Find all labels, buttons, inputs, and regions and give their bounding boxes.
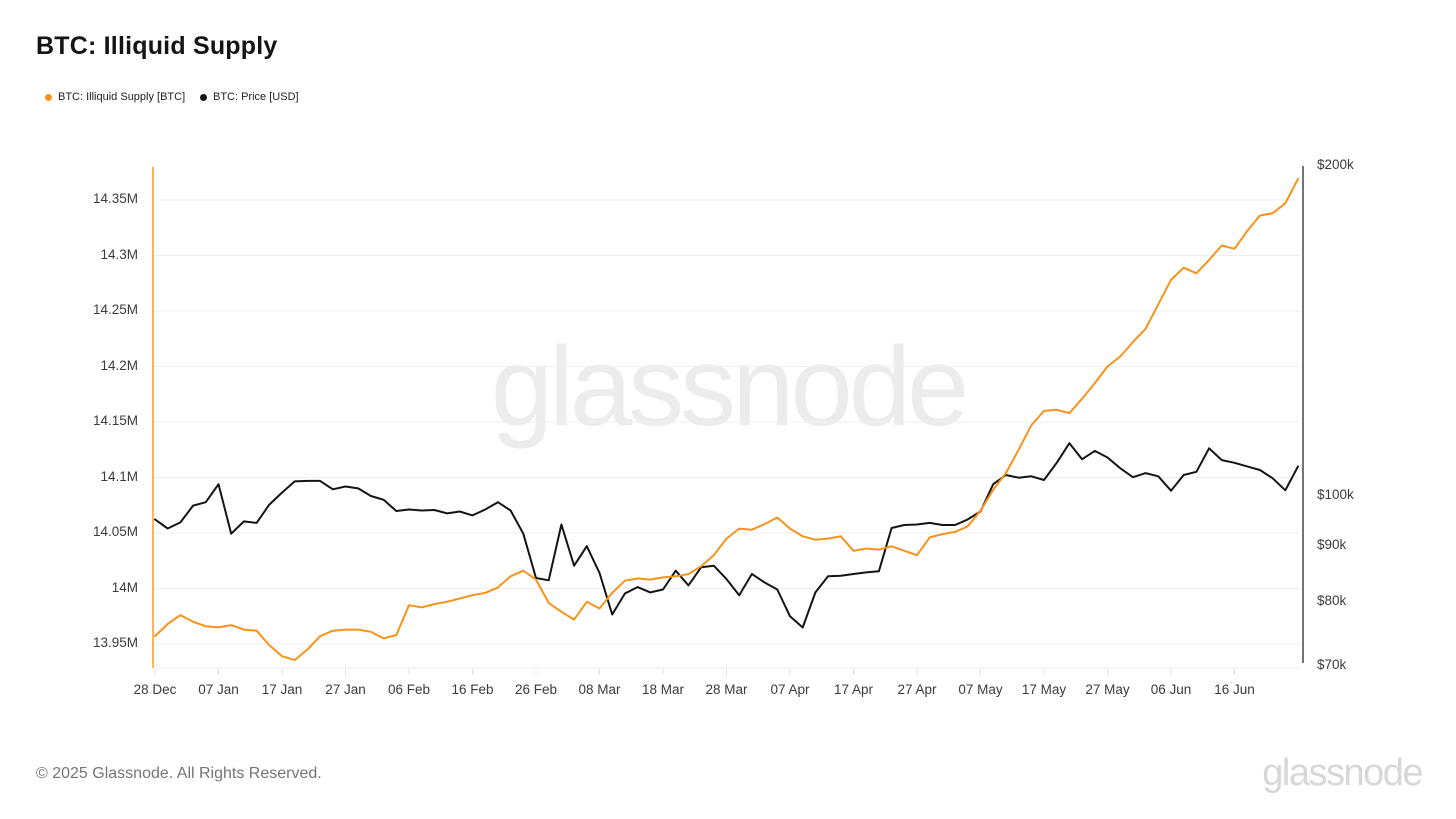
x-axis-tick-label: 26 Feb: [514, 682, 558, 697]
glassnode-logo: glassnode: [1262, 752, 1423, 794]
y-axis-left-tick-label: 14.25M: [92, 302, 138, 317]
x-axis-tick-label: 28 Dec: [133, 682, 177, 697]
y-axis-left-tick-label: 13.95M: [92, 635, 138, 650]
x-axis-tick-label: 28 Mar: [705, 682, 748, 697]
y-axis-right-tick-label: $100k: [1317, 487, 1354, 502]
page-title: BTC: Illiquid Supply: [36, 32, 278, 60]
x-axis-tick-label: 17 May: [1021, 682, 1067, 697]
legend-item-illiquid-supply[interactable]: BTC: Illiquid Supply [BTC]: [45, 91, 185, 103]
x-axis-tick-label: 16 Feb: [451, 682, 494, 697]
y-axis-left-tick-label: 14.3M: [100, 246, 138, 262]
x-axis-tick-label: 17 Jan: [261, 682, 303, 697]
y-axis-right-tick-label: $80k: [1317, 593, 1347, 609]
x-axis-tick-label: 08 Mar: [578, 682, 621, 697]
x-axis-tick-label: 06 Jun: [1150, 682, 1192, 697]
legend-label: BTC: Price [USD]: [213, 91, 299, 103]
y-axis-left-tick-label: 14.15M: [92, 413, 138, 428]
x-axis-tick-label: 07 May: [958, 682, 1003, 697]
y-axis-left-tick-label: 14M: [111, 579, 138, 595]
x-axis-tick-label: 27 May: [1085, 682, 1130, 697]
y-axis-right-tick-label: $90k: [1317, 537, 1347, 553]
x-axis-tick-label: 06 Feb: [387, 682, 431, 697]
chart-plot-area[interactable]: [153, 165, 1303, 668]
y-axis-right-tick-label: $70k: [1317, 656, 1347, 672]
legend-dot-black-icon: [200, 93, 207, 101]
y-axis-left-tick-label: 14.05M: [92, 524, 138, 539]
legend-label: BTC: Illiquid Supply [BTC]: [58, 91, 186, 103]
x-axis-tick-label: 27 Jan: [325, 682, 366, 697]
x-axis-tick-label: 16 Jun: [1214, 682, 1255, 697]
x-axis-tick-label: 07 Apr: [770, 682, 810, 697]
x-axis-tick-label: 17 Apr: [833, 682, 874, 697]
x-axis-tick-label: 27 Apr: [897, 682, 937, 697]
btc-price-line: [154, 442, 1299, 629]
x-axis-tick-label: 07 Jan: [198, 682, 239, 697]
legend-dot-orange-icon: [45, 93, 52, 101]
glassnode-watermark: glassnode: [490, 324, 970, 449]
y-axis-left-tick-label: 14.2M: [100, 357, 138, 373]
y-axis-left-tick-label: 14.1M: [100, 468, 138, 484]
copyright-text: © 2025 Glassnode. All Rights Reserved.: [36, 765, 322, 782]
y-axis-right-tick-label: $200k: [1317, 157, 1354, 173]
illiquid-supply-line: [154, 177, 1299, 662]
legend-item-price[interactable]: BTC: Price [USD]: [200, 91, 299, 103]
y-axis-left-tick-label: 14.35M: [92, 191, 138, 206]
x-axis-tick-label: 18 Mar: [641, 682, 685, 697]
